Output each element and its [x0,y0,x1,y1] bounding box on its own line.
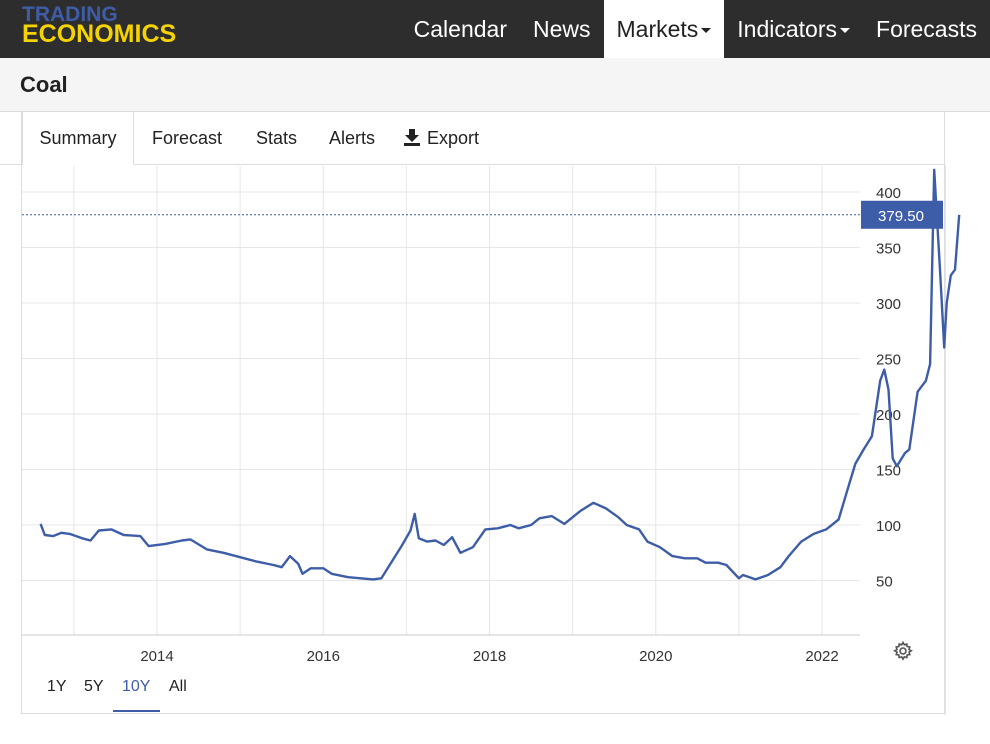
y-tick-label: 250 [876,352,901,369]
price-series-line [39,168,961,581]
current-value-badge: 379.50 [861,200,943,229]
panel-right-divider [945,165,946,715]
logo-line-economics: ECONOMICS [22,20,177,48]
download-icon [404,129,420,147]
tab-export[interactable]: Export [403,112,479,164]
x-tick-label: 2018 [473,648,506,665]
tab-stats[interactable]: Stats [256,112,297,164]
nav-calendar[interactable]: Calendar [401,0,520,58]
tab-divider-left [0,164,22,165]
y-tick-label: 300 [876,296,901,313]
nav-forecasts[interactable]: Forecasts [863,0,990,58]
tab-stats-label: Stats [256,128,298,148]
x-tick-label: 2020 [639,648,672,665]
trading-economics-logo[interactable]: TRADING ECONOMICS [22,4,176,47]
range-all[interactable]: All [169,678,187,696]
chevron-down-icon [840,28,851,34]
tab-bar: Summary Forecast Stats Alerts Export [22,112,944,165]
y-tick-label: 50 [876,574,893,591]
range-all-label: All [169,678,187,695]
tab-alerts-label: Alerts [329,128,376,148]
x-axis-ticks: 2014 2016 2018 2020 2022 [140,648,838,665]
y-axis-ticks: 50 100 150 200 250 300 350 400 [876,185,901,591]
tab-alerts[interactable]: Alerts [329,112,375,164]
range-active-underline [113,710,160,712]
logo-line-trading: TRADING [22,3,118,26]
current-value-badge-bg [861,200,943,229]
chart-panel: Summary Forecast Stats Alerts Export [21,112,945,714]
nav-indicators-label: Indicators [737,16,838,42]
page-title-bar: Coal [0,58,990,112]
chevron-down-icon [701,28,712,34]
tab-summary-label: Summary [39,128,117,148]
x-tick-label: 2016 [307,648,340,665]
tab-export-label: Export [427,128,480,148]
range-5y-label: 5Y [84,678,104,695]
nav-calendar-label: Calendar [413,16,507,42]
main-nav: Calendar News Markets Indicators Forecas… [401,0,990,58]
chart-grid [22,166,860,635]
y-tick-label: 100 [876,518,901,535]
nav-markets[interactable]: Markets [603,0,725,58]
x-tick-label: 2014 [140,648,173,665]
gear-icon[interactable] [893,641,913,661]
y-tick-label: 150 [876,463,901,480]
y-tick-label: 400 [876,185,901,202]
tab-forecast[interactable]: Forecast [152,112,222,164]
range-10y-label: 10Y [122,678,151,695]
range-10y[interactable]: 10Y [122,678,150,696]
nav-forecasts-label: Forecasts [876,16,977,42]
nav-indicators[interactable]: Indicators [724,0,863,58]
top-navbar: TRADING ECONOMICS Calendar News Markets … [0,0,990,58]
range-1y[interactable]: 1Y [47,678,67,696]
tab-summary[interactable]: Summary [22,112,134,165]
nav-markets-label: Markets [616,16,699,42]
current-value-label: 379.50 [878,208,924,225]
nav-news[interactable]: News [520,0,604,58]
range-1y-label: 1Y [47,678,67,695]
x-tick-label: 2022 [805,648,838,665]
range-5y[interactable]: 5Y [84,678,104,696]
nav-news-label: News [532,16,591,42]
y-tick-label: 200 [876,407,901,424]
page-title: Coal [20,72,68,97]
y-tick-label: 350 [876,241,901,258]
tab-forecast-label: Forecast [152,128,223,148]
